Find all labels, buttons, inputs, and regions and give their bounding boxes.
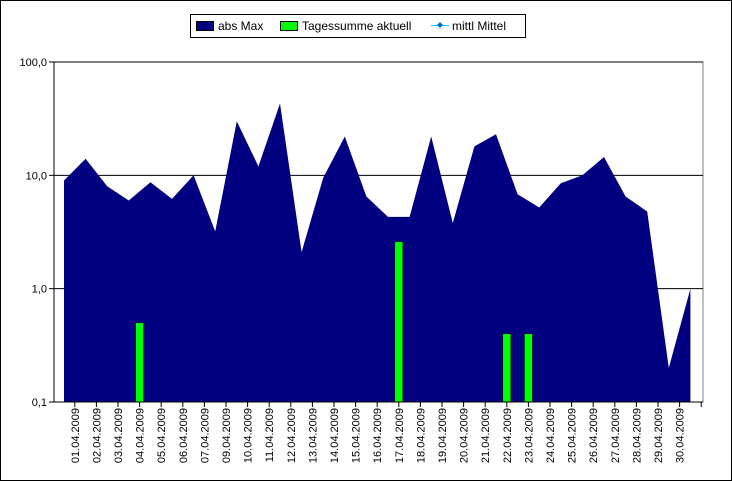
- legend-item-tagessumme: Tagessumme aktuell: [280, 15, 411, 37]
- x-tick-label: 21.04.2009: [480, 408, 492, 463]
- legend-item-abs-max: abs Max: [196, 15, 263, 37]
- bar-tagessumme: [502, 333, 512, 403]
- y-tick-label: 100,0: [19, 57, 47, 69]
- x-tick-label: 19.04.2009: [437, 408, 449, 463]
- y-tick-label: 10,0: [26, 170, 47, 182]
- legend-label: mittl Mittel: [452, 19, 506, 33]
- x-tick-label: 03.04.2009: [113, 408, 125, 463]
- legend-label: abs Max: [218, 19, 264, 33]
- legend-item-mittl-mittel: mittl Mittel: [431, 15, 506, 37]
- x-tick-label: 17.04.2009: [394, 408, 406, 463]
- x-tick-label: 28.04.2009: [631, 408, 643, 463]
- x-tick-label: 16.04.2009: [372, 408, 384, 463]
- x-tick-label: 10.04.2009: [243, 408, 255, 463]
- x-tick-label: 26.04.2009: [588, 408, 600, 463]
- bar-tagessumme: [135, 322, 144, 403]
- bar-tagessumme: [524, 333, 533, 403]
- x-tick-label: 05.04.2009: [156, 408, 168, 463]
- legend: abs Max Tagessumme aktuell mittl Mittel: [190, 14, 526, 38]
- x-tick-label: 25.04.2009: [567, 408, 579, 463]
- legend-swatch-bar: [280, 21, 298, 31]
- legend-label: Tagessumme aktuell: [302, 19, 412, 33]
- x-tick-label: 29.04.2009: [653, 408, 665, 463]
- x-tick-label: 07.04.2009: [199, 408, 211, 463]
- x-tick-label: 22.04.2009: [502, 408, 514, 463]
- y-tick-label: 1,0: [32, 284, 47, 296]
- x-tick-label: 02.04.2009: [91, 408, 103, 463]
- x-tick-label: 14.04.2009: [329, 408, 341, 463]
- x-tick-label: 04.04.2009: [135, 408, 147, 463]
- bar-tagessumme: [394, 241, 404, 403]
- area-abs-max: [64, 103, 691, 402]
- x-tick-label: 20.04.2009: [459, 408, 471, 463]
- x-tick-label: 12.04.2009: [286, 408, 298, 463]
- x-tick-label: 11.04.2009: [264, 408, 276, 462]
- x-tick-label: 06.04.2009: [178, 408, 190, 463]
- area-series: [64, 103, 691, 402]
- x-tick-label: 27.04.2009: [610, 408, 622, 463]
- x-tick-label: 13.04.2009: [307, 408, 319, 463]
- x-tick-label: 09.04.2009: [221, 408, 233, 463]
- x-tick-label: 24.04.2009: [545, 408, 557, 463]
- x-tick-label: 30.04.2009: [675, 408, 687, 463]
- x-tick-label: 15.04.2009: [351, 408, 363, 463]
- x-tick-label: 18.04.2009: [415, 408, 427, 463]
- legend-swatch-area: [196, 21, 214, 31]
- legend-swatch-line: [431, 22, 449, 30]
- x-axis: 01.04.2009 02.04.2009 03.04.2009 04.04.2009…: [54, 401, 703, 463]
- x-tick-label: 23.04.2009: [523, 408, 535, 463]
- y-tick-label: 0,1: [32, 397, 47, 409]
- x-tick-label: 01.04.2009: [70, 408, 82, 463]
- y-axis: 0,1 1,0 10,0 100,0: [19, 57, 55, 409]
